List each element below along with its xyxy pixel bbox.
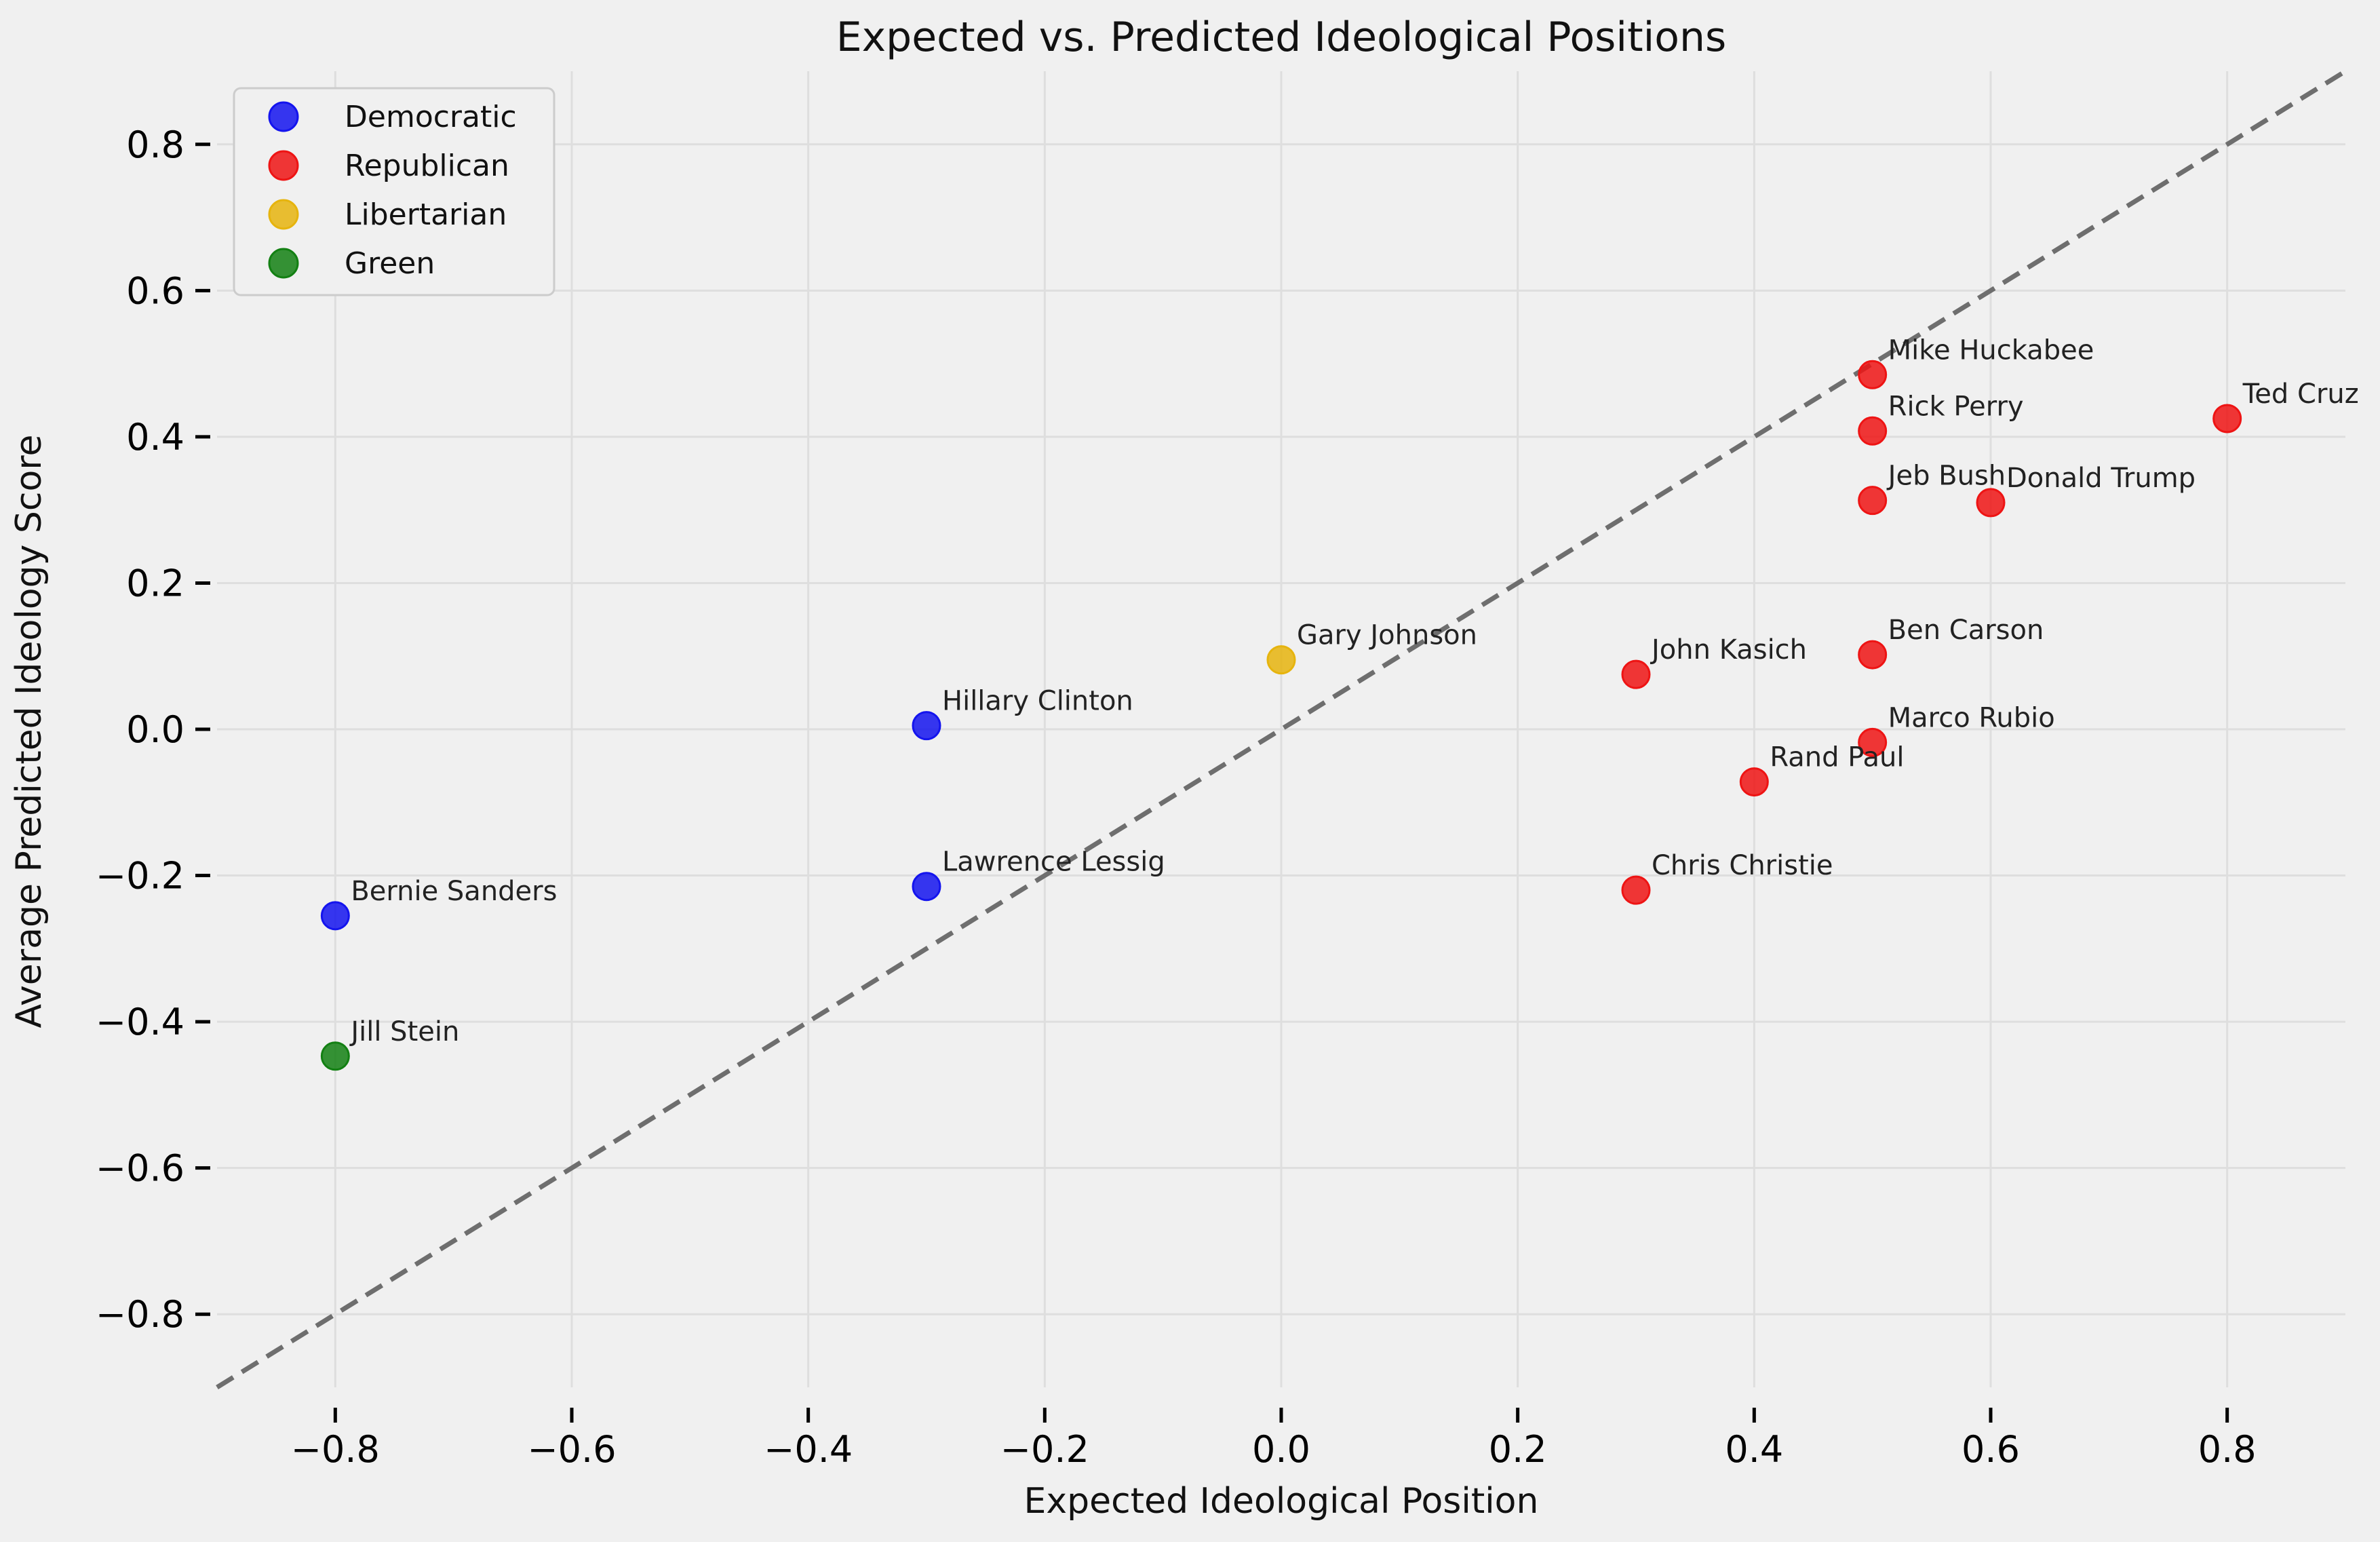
x-tick-label: 0.8 [2198,1428,2257,1471]
x-tick-label: 0.2 [1489,1428,1547,1471]
point-label: Marco Rubio [1888,702,2055,733]
point-label: Donald Trump [2006,463,2196,494]
point-label: Chris Christie [1652,850,1833,881]
data-point [1858,360,1888,389]
x-axis-ticks: −0.8 −0.6 −0.4 −0.2 0.0 0.2 0.4 0.6 0.8 [291,1408,2257,1471]
data-point [1858,640,1888,670]
y-tick-label: −0.8 [96,1293,184,1336]
data-point [1739,767,1769,797]
x-tick-label: 0.4 [1725,1428,1783,1471]
data-point [320,901,350,931]
legend-frame [233,87,555,296]
point-label: Jeb Bush [1886,461,2006,492]
x-axis-label: Expected Ideological Position [1024,1481,1539,1522]
data-point [912,711,941,741]
x-tick-label: −0.4 [764,1428,853,1471]
legend-label: Republican [345,149,509,183]
data-points [320,360,2242,1071]
data-point [1858,416,1888,446]
y-tick-label: 0.2 [126,562,184,604]
point-label: Hillary Clinton [942,686,1133,717]
y-axis-label: Average Predicted Ideology Score [9,434,50,1028]
x-tick-label: −0.2 [1000,1428,1089,1471]
y-tick-label: −0.2 [96,855,184,898]
point-annotations: Bernie Sanders Hillary Clinton Lawrence Le… [349,334,2358,1047]
data-point [1976,488,2006,518]
point-label: Ben Carson [1888,615,2044,646]
point-label: Ted Cruz [2242,379,2359,410]
data-point [1621,875,1651,905]
data-point [320,1041,350,1071]
reference-diagonal-line [216,69,2347,1389]
point-label: Jill Stein [349,1016,459,1047]
y-tick-label: 0.8 [126,123,184,166]
data-point [1858,486,1888,516]
point-label: Lawrence Lessig [942,847,1165,878]
data-point [1858,727,1888,757]
point-label: Rick Perry [1888,391,2024,422]
point-label: Rand Paul [1770,742,1904,773]
y-tick-label: 0.6 [126,269,184,312]
legend-marker [268,199,299,230]
legend-label: Libertarian [345,197,507,232]
data-point [2212,404,2242,433]
legend-marker [268,101,299,132]
point-label: Gary Johnson [1297,620,1477,651]
x-tick-label: 0.6 [1962,1428,2020,1471]
legend-marker [268,248,299,279]
legend-marker [268,150,299,181]
y-tick-label: −0.6 [96,1147,184,1190]
legend: Democratic Republican Libertarian Green [233,87,555,296]
legend-label: Democratic [345,100,517,134]
x-tick-label: −0.6 [527,1428,616,1471]
chart-title: Expected vs. Predicted Ideological Posit… [836,14,1727,61]
y-axis-ticks: −0.8 −0.6 −0.4 −0.2 0.0 0.2 0.4 0.6 0.8 [96,123,210,1336]
point-label: Bernie Sanders [351,876,557,907]
x-tick-label: 0.0 [1252,1428,1310,1471]
data-point [1266,645,1296,675]
x-tick-label: −0.8 [291,1428,380,1471]
y-tick-label: 0.0 [126,708,184,751]
point-label: Mike Huckabee [1888,334,2094,366]
legend-label: Green [345,246,435,281]
y-tick-label: −0.4 [96,1001,184,1043]
data-point [1621,659,1651,689]
data-point [912,872,941,902]
point-label: John Kasich [1650,634,1807,666]
y-tick-label: 0.4 [126,416,184,459]
